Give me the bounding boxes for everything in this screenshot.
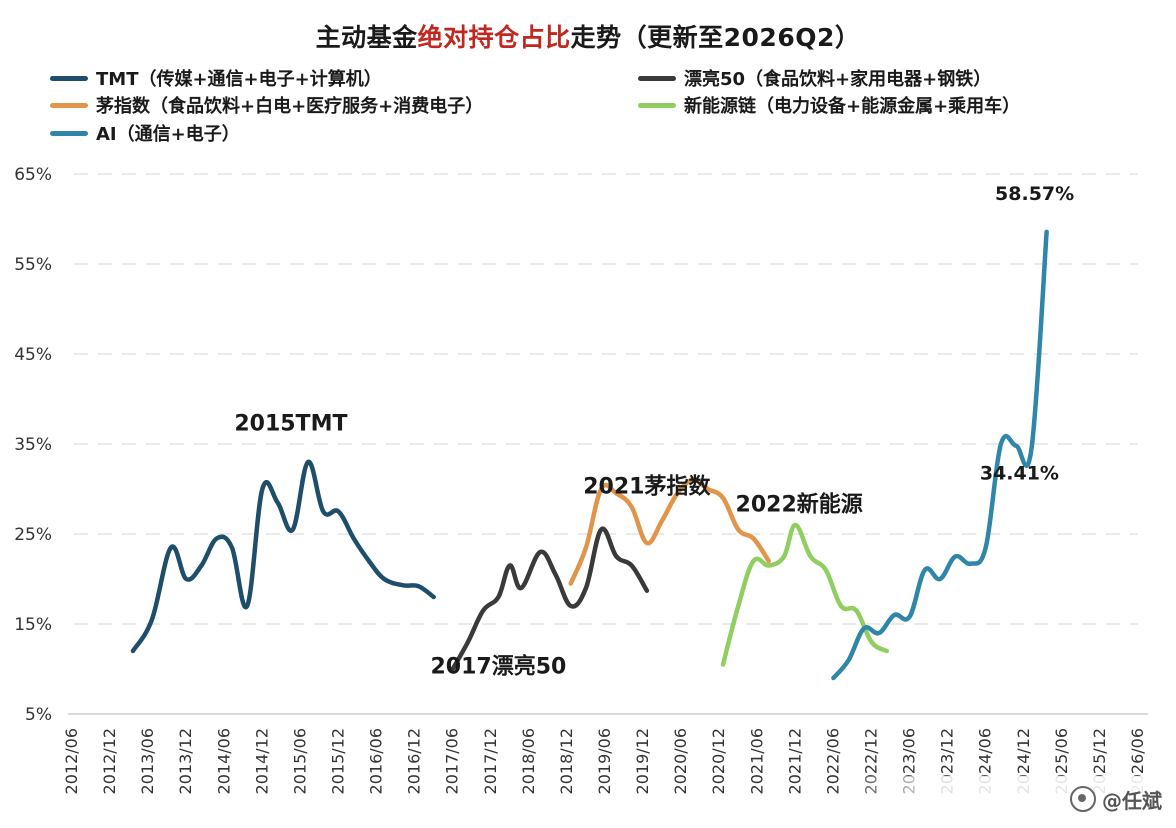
legend-label-tmt: TMT（传媒+通信+电子+计算机） [96, 69, 382, 90]
legend-label-mao-index: 茅指数（食品饮料+白电+医疗服务+消费电子） [96, 96, 484, 117]
annotation-label: 2015TMT [234, 412, 347, 437]
legend-label-new-energy: 新能源链（电力设备+能源金属+乘用车） [684, 96, 1021, 117]
legend-item-beautiful50: 漂亮50（食品饮料+家用电器+钢铁） [638, 66, 991, 90]
annotation-label: 2021茅指数 [583, 474, 711, 500]
x-tick-label: 2019/06 [595, 728, 614, 794]
x-tick-label: 2013/06 [138, 728, 157, 794]
x-tick-label: 2014/06 [214, 728, 233, 794]
data-value-label: 58.57% [995, 183, 1074, 205]
y-tick-label: 35% [14, 435, 52, 455]
y-tick-label: 45% [14, 345, 52, 365]
x-tick-label: 2020/06 [671, 728, 690, 794]
x-tick-label: 2018/12 [557, 728, 576, 794]
x-tick-label: 2015/12 [329, 728, 348, 794]
series-line-mao-index [568, 477, 771, 586]
legend-item-mao-index: 茅指数（食品饮料+白电+医疗服务+消费电子） [50, 93, 483, 117]
title-part3: 走势（更新至2026Q2） [570, 23, 861, 52]
x-tick-label: 2020/12 [709, 728, 728, 794]
y-tick-label: 55% [14, 255, 52, 275]
series-line-new-energy [720, 522, 889, 667]
y-tick-label: 25% [14, 525, 52, 545]
legend-item-new-energy: 新能源链（电力设备+能源金属+乘用车） [638, 93, 1020, 117]
title-highlight: 绝对持仓占比 [417, 23, 571, 52]
legend-swatch-beautiful50 [638, 75, 676, 81]
watermark-text: @任斌 [1102, 788, 1162, 813]
x-tick-label: 2017/12 [481, 728, 500, 794]
watermark: @任斌 [838, 776, 1168, 822]
title-part1: 主动基金 [315, 23, 418, 52]
legend-item-ai: AI（通信+电子） [50, 121, 240, 145]
x-tick-label: 2016/06 [367, 728, 386, 794]
legend-swatch-new-energy [638, 102, 676, 108]
x-tick-label: 2015/06 [290, 728, 309, 794]
series-lines [130, 229, 1049, 681]
x-tick-label: 2013/12 [176, 728, 195, 794]
x-tick-label: 2012/12 [100, 728, 119, 794]
x-tick-label: 2018/06 [519, 728, 538, 794]
x-tick-label: 2017/06 [443, 728, 462, 794]
legend-swatch-tmt [50, 75, 88, 81]
x-tick-label: 2021/06 [747, 728, 766, 794]
legend-item-tmt: TMT（传媒+通信+电子+计算机） [50, 66, 382, 90]
annotation-label: 2022新能源 [736, 492, 863, 518]
y-tick-label: 15% [14, 615, 52, 635]
annotation-label: 2017漂亮50 [430, 654, 566, 680]
x-tick-label: 2016/12 [405, 728, 424, 794]
x-tick-label: 2019/12 [633, 728, 652, 794]
data-value-label: 34.41% [980, 462, 1059, 484]
x-tick-label: 2021/12 [785, 728, 804, 794]
chart-title: 主动基金绝对持仓占比走势（更新至2026Q2） [0, 18, 1176, 54]
watermark-logo-icon [1070, 786, 1096, 812]
x-tick-label: 2014/12 [252, 728, 271, 794]
x-tick-label: 2022/06 [823, 728, 842, 794]
y-axis-ticks: 5% 15% 25% 35% 45% 55% 65% [14, 165, 52, 725]
series-line-beautiful50 [450, 526, 650, 672]
annotations: 2015TMT 2017漂亮50 2021茅指数 2022新能源 58.57% 34.41… [234, 183, 1074, 680]
legend-swatch-mao-index [50, 102, 88, 108]
legend-swatch-ai [50, 130, 88, 136]
x-tick-label: 2012/06 [62, 728, 81, 794]
y-tick-label: 65% [14, 165, 52, 185]
series-line-tmt [130, 459, 436, 654]
legend-label-beautiful50: 漂亮50（食品饮料+家用电器+钢铁） [684, 69, 992, 90]
y-tick-label: 5% [25, 705, 52, 725]
series-line-ai [831, 229, 1049, 681]
legend-label-ai: AI（通信+电子） [96, 124, 240, 145]
